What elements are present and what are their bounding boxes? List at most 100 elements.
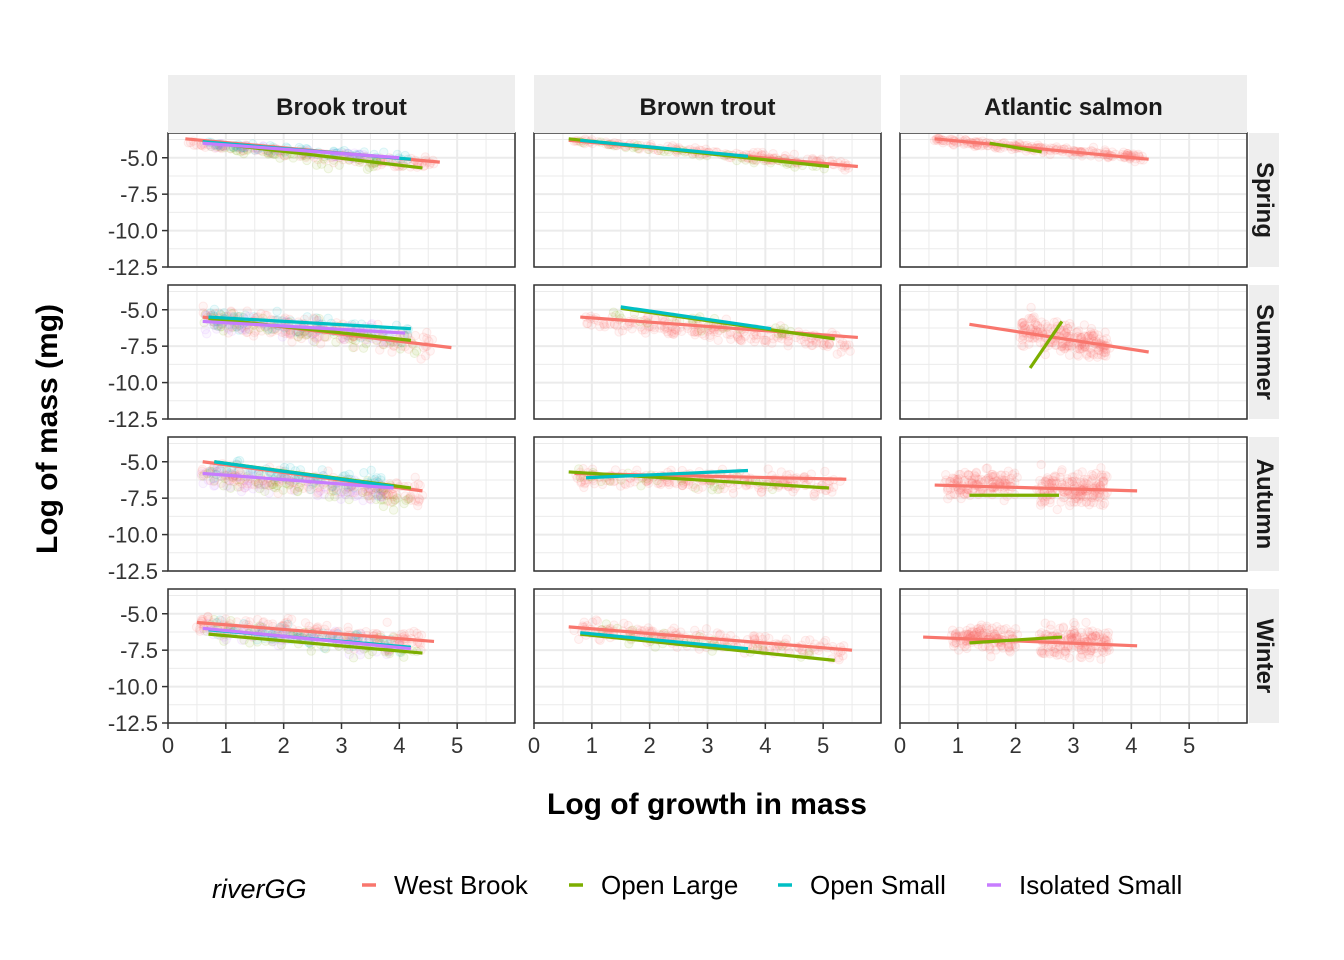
data-point	[1066, 341, 1076, 351]
data-point	[1036, 648, 1047, 658]
data-point	[1094, 345, 1105, 355]
data-point	[987, 623, 997, 633]
data-point	[339, 487, 349, 497]
data-point	[1059, 325, 1069, 336]
data-point	[209, 476, 219, 487]
data-point	[227, 326, 237, 336]
data-point	[358, 487, 368, 498]
data-point	[1026, 313, 1036, 324]
data-point	[845, 346, 855, 356]
data-point	[1032, 321, 1043, 331]
data-point	[209, 475, 220, 486]
data-point	[1069, 476, 1080, 486]
data-point	[1085, 347, 1096, 358]
data-point	[1009, 468, 1020, 478]
data-point	[579, 617, 589, 627]
data-point	[1083, 626, 1093, 637]
data-point	[323, 163, 334, 174]
gridlines	[899, 589, 1248, 724]
data-point	[242, 327, 253, 337]
data-point	[653, 478, 663, 489]
data-point	[749, 330, 759, 341]
data-point	[1065, 497, 1076, 507]
fit-line-open-large	[969, 635, 1063, 645]
data-point	[677, 480, 688, 490]
data-point	[256, 308, 266, 319]
data-point	[1057, 341, 1067, 352]
data-point	[304, 484, 315, 495]
data-point	[976, 474, 987, 485]
data-point	[285, 330, 296, 340]
data-point	[252, 614, 263, 625]
data-point	[242, 478, 253, 489]
fit-lines	[202, 315, 452, 350]
data-point	[1090, 492, 1100, 503]
data-point	[315, 339, 326, 349]
data-point	[273, 488, 283, 499]
data-point	[1072, 492, 1082, 502]
panel-brown-trout-winter	[533, 588, 882, 724]
data-point	[992, 622, 1002, 632]
data-point	[1091, 631, 1101, 641]
data-point	[623, 620, 633, 631]
data-point	[954, 469, 964, 480]
data-point	[203, 612, 213, 622]
fit-line-west-brook	[934, 483, 1138, 493]
legend: riverGG West Brook Open Large Open Small Iso…	[212, 870, 1182, 904]
data-point	[998, 643, 1008, 653]
data-point	[955, 469, 966, 480]
data-point	[409, 348, 420, 359]
data-point	[1016, 321, 1027, 331]
data-point	[412, 628, 422, 638]
data-point	[751, 334, 761, 344]
data-point	[615, 481, 626, 491]
data-point	[237, 479, 247, 489]
data-point	[336, 488, 346, 499]
data-point	[309, 337, 319, 347]
data-point	[322, 620, 332, 631]
data-point	[752, 642, 763, 653]
data-point	[411, 346, 422, 356]
data-point	[959, 488, 969, 499]
data-point	[592, 616, 603, 626]
data-point	[1055, 472, 1065, 483]
data-point	[692, 327, 703, 337]
data-point	[1087, 469, 1097, 480]
data-point	[713, 335, 723, 345]
data-point	[286, 614, 297, 625]
y-tick-label: -10.0	[108, 523, 158, 548]
panel-border	[533, 284, 882, 420]
data-point	[597, 479, 608, 490]
data-point	[1016, 318, 1027, 328]
data-point	[1094, 492, 1104, 502]
fit-lines	[580, 305, 858, 341]
data-point	[988, 471, 998, 482]
data-point	[1071, 631, 1082, 641]
data-point	[1079, 331, 1090, 341]
data-point	[381, 490, 392, 500]
data-point	[330, 491, 340, 502]
x-tick-label: 3	[701, 733, 713, 758]
data-point	[1103, 628, 1114, 638]
data-point	[945, 490, 956, 501]
data-point	[1086, 497, 1096, 507]
data-point	[952, 475, 963, 485]
data-point	[1078, 477, 1089, 487]
data-point	[1056, 467, 1067, 477]
data-point	[1088, 474, 1098, 484]
data-point	[728, 488, 739, 498]
data-point	[367, 490, 378, 501]
x-tick-label: 4	[393, 733, 405, 758]
data-point	[1017, 335, 1028, 345]
facet-label-summer: Summer	[1251, 304, 1278, 400]
facet-strip-atlantic-salmon	[900, 75, 1247, 133]
data-point	[198, 301, 208, 311]
data-point	[725, 329, 735, 340]
data-point	[983, 473, 994, 483]
facet-strip-summer	[1249, 285, 1279, 419]
data-point	[1066, 322, 1076, 332]
y-tick-label: -12.5	[108, 407, 158, 432]
panel-border	[167, 436, 516, 572]
data-point	[690, 326, 700, 337]
